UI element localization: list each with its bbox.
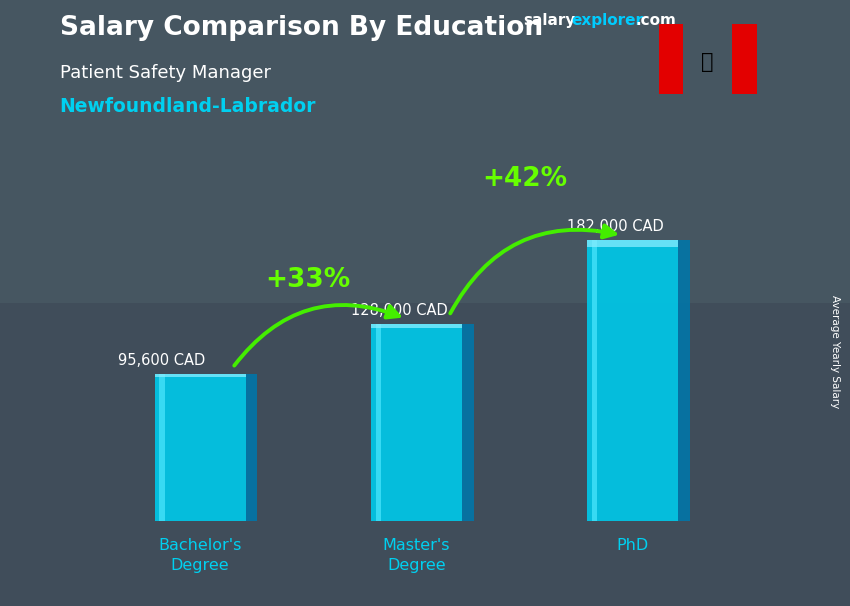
FancyArrowPatch shape (450, 225, 615, 313)
Bar (155, 374, 246, 377)
Bar (592, 241, 598, 521)
Text: 182,000 CAD: 182,000 CAD (567, 219, 664, 235)
Text: 128,000 CAD: 128,000 CAD (351, 302, 448, 318)
Bar (376, 324, 381, 521)
Text: salary: salary (523, 13, 575, 28)
Text: 🍁: 🍁 (701, 52, 714, 72)
Bar (462, 324, 473, 521)
Text: explorer: explorer (571, 13, 643, 28)
Bar (659, 24, 683, 94)
FancyArrowPatch shape (235, 305, 399, 365)
Text: Average Yearly Salary: Average Yearly Salary (830, 295, 840, 408)
Bar (371, 324, 462, 328)
Text: +42%: +42% (482, 165, 567, 191)
Text: .com: .com (636, 13, 677, 28)
Text: +33%: +33% (266, 267, 351, 293)
Bar (732, 24, 756, 94)
Bar (0, 303, 850, 606)
Bar (155, 374, 246, 521)
Bar (371, 324, 462, 521)
Bar (587, 241, 678, 247)
Bar (678, 241, 690, 521)
Text: Patient Safety Manager: Patient Safety Manager (60, 64, 270, 82)
Bar (159, 374, 165, 521)
Text: Newfoundland-Labrador: Newfoundland-Labrador (60, 97, 316, 116)
Bar (246, 374, 258, 521)
Text: 95,600 CAD: 95,600 CAD (117, 353, 205, 368)
Bar (0, 0, 850, 303)
Text: Salary Comparison By Education: Salary Comparison By Education (60, 15, 542, 41)
Bar (587, 241, 678, 521)
